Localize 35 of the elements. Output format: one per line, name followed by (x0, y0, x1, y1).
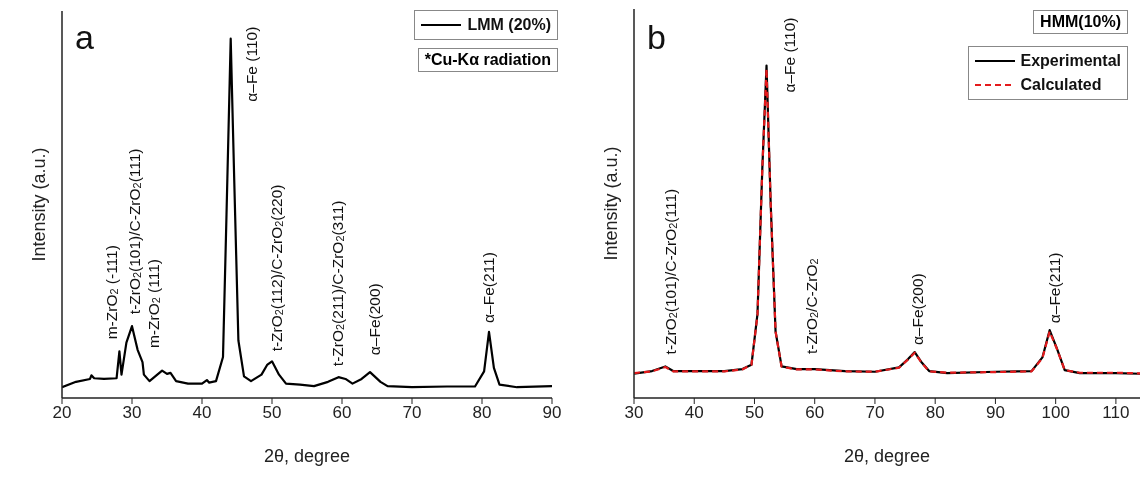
x-tick-label: 100 (1041, 403, 1070, 423)
x-tick-label: 90 (985, 403, 1005, 423)
legend-box: LMM (20%) (414, 10, 558, 40)
x-tick-label: 30 (624, 403, 644, 423)
x-tick-label: 70 (865, 403, 885, 423)
annotation: α–Fe(211) (1045, 252, 1063, 324)
y-axis-title: Intensity (a.u.) (29, 147, 50, 262)
x-tick-label: 80 (925, 403, 945, 423)
legend-label: LMM (20%) (467, 15, 551, 35)
text: b (647, 18, 666, 57)
x-tick-label: 70 (402, 403, 422, 423)
y-axis-title: Intensity (a.u.) (601, 146, 622, 261)
x-tick-label: 80 (472, 403, 492, 423)
x-tick-label: 40 (192, 403, 212, 423)
x-tick-label: 20 (52, 403, 72, 423)
annotation: *Cu-Kα radiation (417, 48, 558, 72)
x-tick-label: 30 (122, 403, 142, 423)
annotation: α–Fe (110) (242, 26, 260, 102)
x-tick-label: 50 (745, 403, 764, 423)
annotation: α–Fe(211) (479, 252, 497, 323)
x-tick-label: 60 (805, 403, 825, 423)
x-tick-label: 90 (542, 403, 562, 423)
annotation: a (75, 18, 94, 57)
x-tick-label: 60 (332, 403, 352, 423)
x-axis-title: 2θ, degree (263, 446, 351, 466)
x-tick-label: 50 (262, 403, 282, 423)
x-tick-label: 40 (684, 403, 704, 423)
x-tick-label: 110 (1102, 403, 1130, 423)
annotation: α–Fe(200) (908, 273, 926, 346)
legend-label: Experimental (1020, 51, 1121, 71)
annotation: α–Fe(200) (365, 283, 383, 356)
annotation: α–Fe (110) (780, 17, 798, 93)
legend-title: HMM(10%) (1033, 10, 1128, 34)
x-axis-title: 2θ, degree (843, 446, 931, 466)
legend-label: Calculated (1020, 75, 1102, 95)
